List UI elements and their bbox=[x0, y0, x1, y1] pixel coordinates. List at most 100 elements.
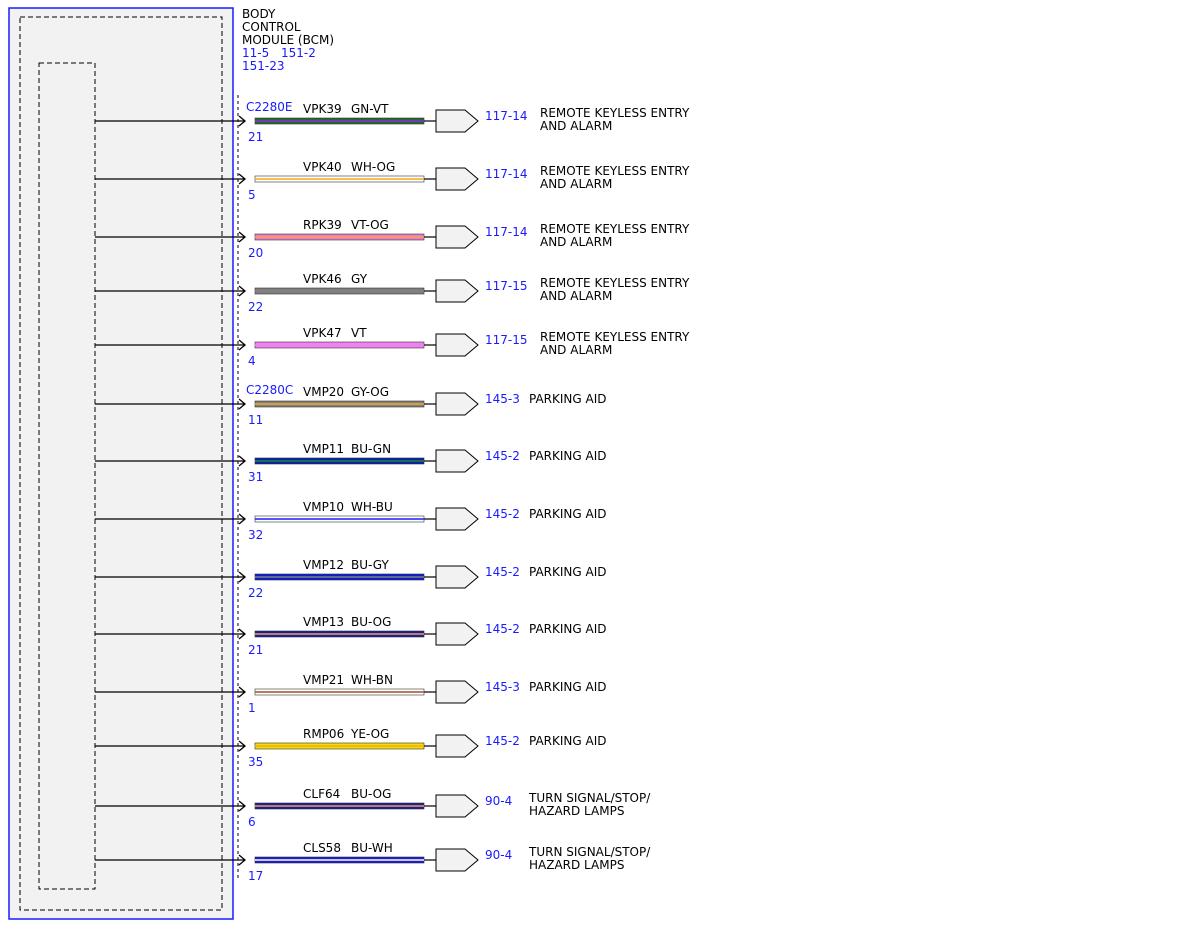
off-page-connector-icon[interactable] bbox=[435, 109, 479, 133]
off-page-connector-icon[interactable] bbox=[435, 734, 479, 758]
circuit-id: VMP13 bbox=[303, 615, 344, 629]
destination-label: REMOTE KEYLESS ENTRY bbox=[540, 164, 690, 178]
page-ref-link[interactable]: 145-2 bbox=[485, 734, 520, 748]
page-ref-link[interactable]: 145-2 bbox=[485, 507, 520, 521]
circuit-id: CLF64 bbox=[303, 787, 340, 801]
off-page-connector-icon[interactable] bbox=[435, 507, 479, 531]
pin-arrow-icon bbox=[238, 800, 247, 812]
destination-label: AND ALARM bbox=[540, 343, 612, 357]
wire-color-code: BU-WH bbox=[351, 841, 393, 855]
wire-color-code: WH-BU bbox=[351, 500, 393, 514]
off-page-connector-icon[interactable] bbox=[435, 167, 479, 191]
page-ref-link[interactable]: 117-14 bbox=[485, 167, 528, 181]
wire-color-code: WH-BN bbox=[351, 673, 393, 687]
destination-label: PARKING AID bbox=[529, 622, 607, 636]
page-ref-link[interactable]: 117-14 bbox=[485, 225, 528, 239]
pin-number: 6 bbox=[248, 815, 256, 829]
wire-color-code: BU-OG bbox=[351, 787, 391, 801]
destination-label: REMOTE KEYLESS ENTRY bbox=[540, 276, 690, 290]
bcm-title: BODY CONTROL MODULE (BCM) 11-5 151-2 151… bbox=[242, 7, 334, 73]
off-page-connector-icon[interactable] bbox=[435, 333, 479, 357]
pin-arrow-icon bbox=[238, 231, 247, 243]
destination-label: REMOTE KEYLESS ENTRY bbox=[540, 106, 690, 120]
pin-number: 4 bbox=[248, 354, 256, 368]
off-page-connector-icon[interactable] bbox=[435, 565, 479, 589]
off-page-connector-icon[interactable] bbox=[435, 449, 479, 473]
page-ref-link[interactable]: 90-4 bbox=[485, 848, 512, 862]
pin-number: 22 bbox=[248, 586, 263, 600]
bcm-title-line-2: CONTROL bbox=[242, 20, 301, 34]
circuit-id: VMP12 bbox=[303, 558, 344, 572]
destination-label: HAZARD LAMPS bbox=[529, 804, 624, 818]
destination-label: PARKING AID bbox=[529, 507, 607, 521]
pin-arrow-icon bbox=[238, 339, 247, 351]
wire-color-code: VT-OG bbox=[351, 218, 389, 232]
destination-label: REMOTE KEYLESS ENTRY bbox=[540, 222, 690, 236]
destination-label: PARKING AID bbox=[529, 680, 607, 694]
destination-label: REMOTE KEYLESS ENTRY bbox=[540, 330, 690, 344]
wire-row: 22 VMP12 BU-GY 145-2 PARKING AID bbox=[95, 558, 607, 600]
destination-label: AND ALARM bbox=[540, 235, 612, 249]
destination-label: PARKING AID bbox=[529, 392, 607, 406]
page-ref-link[interactable]: 145-3 bbox=[485, 680, 520, 694]
off-page-connector-icon[interactable] bbox=[435, 794, 479, 818]
pin-arrow-icon bbox=[238, 455, 247, 467]
pin-arrow-icon bbox=[238, 854, 247, 866]
bcm-inner-dashed-border bbox=[19, 16, 223, 911]
circuit-id: VMP10 bbox=[303, 500, 344, 514]
bcm-title-line-1: BODY bbox=[242, 7, 276, 21]
wire-row: 1 VMP21 WH-BN 145-3 PARKING AID bbox=[95, 673, 607, 715]
off-page-connector-icon[interactable] bbox=[435, 622, 479, 646]
off-page-connector-icon[interactable] bbox=[435, 279, 479, 303]
destination-label: AND ALARM bbox=[540, 289, 612, 303]
destination-label: TURN SIGNAL/STOP/ bbox=[528, 845, 651, 859]
destination-label: AND ALARM bbox=[540, 177, 612, 191]
page-ref-link[interactable]: 117-14 bbox=[485, 109, 528, 123]
off-page-connector-icon[interactable] bbox=[435, 392, 479, 416]
bcm-ref-link-3[interactable]: 151-23 bbox=[242, 59, 285, 73]
circuit-id: VPK47 bbox=[303, 326, 342, 340]
pin-number: 17 bbox=[248, 869, 263, 883]
pin-number: 20 bbox=[248, 246, 263, 260]
page-ref-link[interactable]: 145-3 bbox=[485, 392, 520, 406]
connector-id: C2280E bbox=[246, 100, 293, 114]
destination-label: PARKING AID bbox=[529, 449, 607, 463]
off-page-connector-icon[interactable] bbox=[435, 225, 479, 249]
page-ref-link[interactable]: 117-15 bbox=[485, 333, 528, 347]
wire-color-code: BU-GN bbox=[351, 442, 391, 456]
bcm-title-line-3: MODULE (BCM) bbox=[242, 33, 334, 47]
page-ref-link[interactable]: 117-15 bbox=[485, 279, 528, 293]
bcm-internal-dashed-box bbox=[38, 62, 96, 890]
off-page-connector-icon[interactable] bbox=[435, 848, 479, 872]
circuit-id: RMP06 bbox=[303, 727, 344, 741]
page-ref-link[interactable]: 90-4 bbox=[485, 794, 512, 808]
bcm-ref-link-1[interactable]: 11-5 bbox=[242, 46, 269, 60]
wire-color-code: BU-GY bbox=[351, 558, 389, 572]
wire-row: 20 RPK39 VT-OG 117-14 REMOTE KEYLESS ENTRYAN… bbox=[95, 218, 690, 260]
destination-label: AND ALARM bbox=[540, 119, 612, 133]
pin-arrow-icon bbox=[238, 398, 247, 410]
wire-list: C2280E 21 VPK39 GN-VT 117-14 REMOTE KEYLESS E… bbox=[95, 100, 690, 883]
wire-row: 21 VMP13 BU-OG 145-2 PARKING AID bbox=[95, 615, 607, 657]
bcm-module bbox=[8, 7, 239, 920]
wire-color-code: GY bbox=[351, 272, 368, 286]
pin-number: 5 bbox=[248, 188, 256, 202]
wire-row: 6 CLF64 BU-OG 90-4 TURN SIGNAL/STOP/HAZARD L… bbox=[95, 787, 651, 829]
page-ref-link[interactable]: 145-2 bbox=[485, 622, 520, 636]
destination-label: TURN SIGNAL/STOP/ bbox=[528, 791, 651, 805]
wire-row: 32 VMP10 WH-BU 145-2 PARKING AID bbox=[95, 500, 607, 542]
wire-color-code: BU-OG bbox=[351, 615, 391, 629]
circuit-id: CLS58 bbox=[303, 841, 341, 855]
page-ref-link[interactable]: 145-2 bbox=[485, 449, 520, 463]
page-ref-link[interactable]: 145-2 bbox=[485, 565, 520, 579]
bcm-ref-link-2[interactable]: 151-2 bbox=[281, 46, 316, 60]
pin-arrow-icon bbox=[238, 173, 247, 185]
destination-label: HAZARD LAMPS bbox=[529, 858, 624, 872]
off-page-connector-icon[interactable] bbox=[435, 680, 479, 704]
wire-row: C2280C 11 VMP20 GY-OG 145-3 PARKING AID bbox=[95, 383, 607, 427]
wire-color-code: YE-OG bbox=[350, 727, 389, 741]
destination-label: PARKING AID bbox=[529, 734, 607, 748]
circuit-id: RPK39 bbox=[303, 218, 342, 232]
